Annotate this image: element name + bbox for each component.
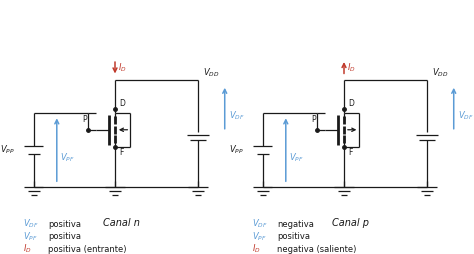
Text: $V_{DF}$: $V_{DF}$ xyxy=(457,110,473,122)
Text: positiva: positiva xyxy=(48,220,81,229)
Text: $V_{PF}$: $V_{PF}$ xyxy=(252,230,267,243)
Text: $V_{PF}$: $V_{PF}$ xyxy=(289,151,303,164)
Text: negativa: negativa xyxy=(277,220,314,229)
Text: $V_{PP}$: $V_{PP}$ xyxy=(0,144,15,156)
Text: $V_{PF}$: $V_{PF}$ xyxy=(60,151,74,164)
Text: P: P xyxy=(82,115,86,124)
Text: $V_{DF}$: $V_{DF}$ xyxy=(23,218,39,230)
Text: positiva: positiva xyxy=(277,232,310,241)
Text: Canal n: Canal n xyxy=(103,218,140,228)
Text: Canal p: Canal p xyxy=(332,218,369,228)
Text: positiva: positiva xyxy=(48,232,81,241)
Text: $V_{PF}$: $V_{PF}$ xyxy=(23,230,38,243)
Text: positiva (entrante): positiva (entrante) xyxy=(48,245,127,253)
Text: F: F xyxy=(348,148,352,157)
Text: $I_D$: $I_D$ xyxy=(347,61,356,74)
Text: D: D xyxy=(348,99,354,108)
Text: $V_{DF}$: $V_{DF}$ xyxy=(252,218,268,230)
Text: P: P xyxy=(311,115,315,124)
Text: $I_D$: $I_D$ xyxy=(252,243,261,254)
Text: $V_{DF}$: $V_{DF}$ xyxy=(228,110,244,122)
Text: negativa (saliente): negativa (saliente) xyxy=(277,245,356,253)
Text: $I_D$: $I_D$ xyxy=(23,243,32,254)
Text: F: F xyxy=(119,148,123,157)
Text: D: D xyxy=(119,99,125,108)
Text: $I_D$: $I_D$ xyxy=(118,61,127,74)
Text: $V_{DD}$: $V_{DD}$ xyxy=(203,67,219,79)
Text: $V_{PP}$: $V_{PP}$ xyxy=(229,144,244,156)
Text: $V_{DD}$: $V_{DD}$ xyxy=(432,67,448,79)
